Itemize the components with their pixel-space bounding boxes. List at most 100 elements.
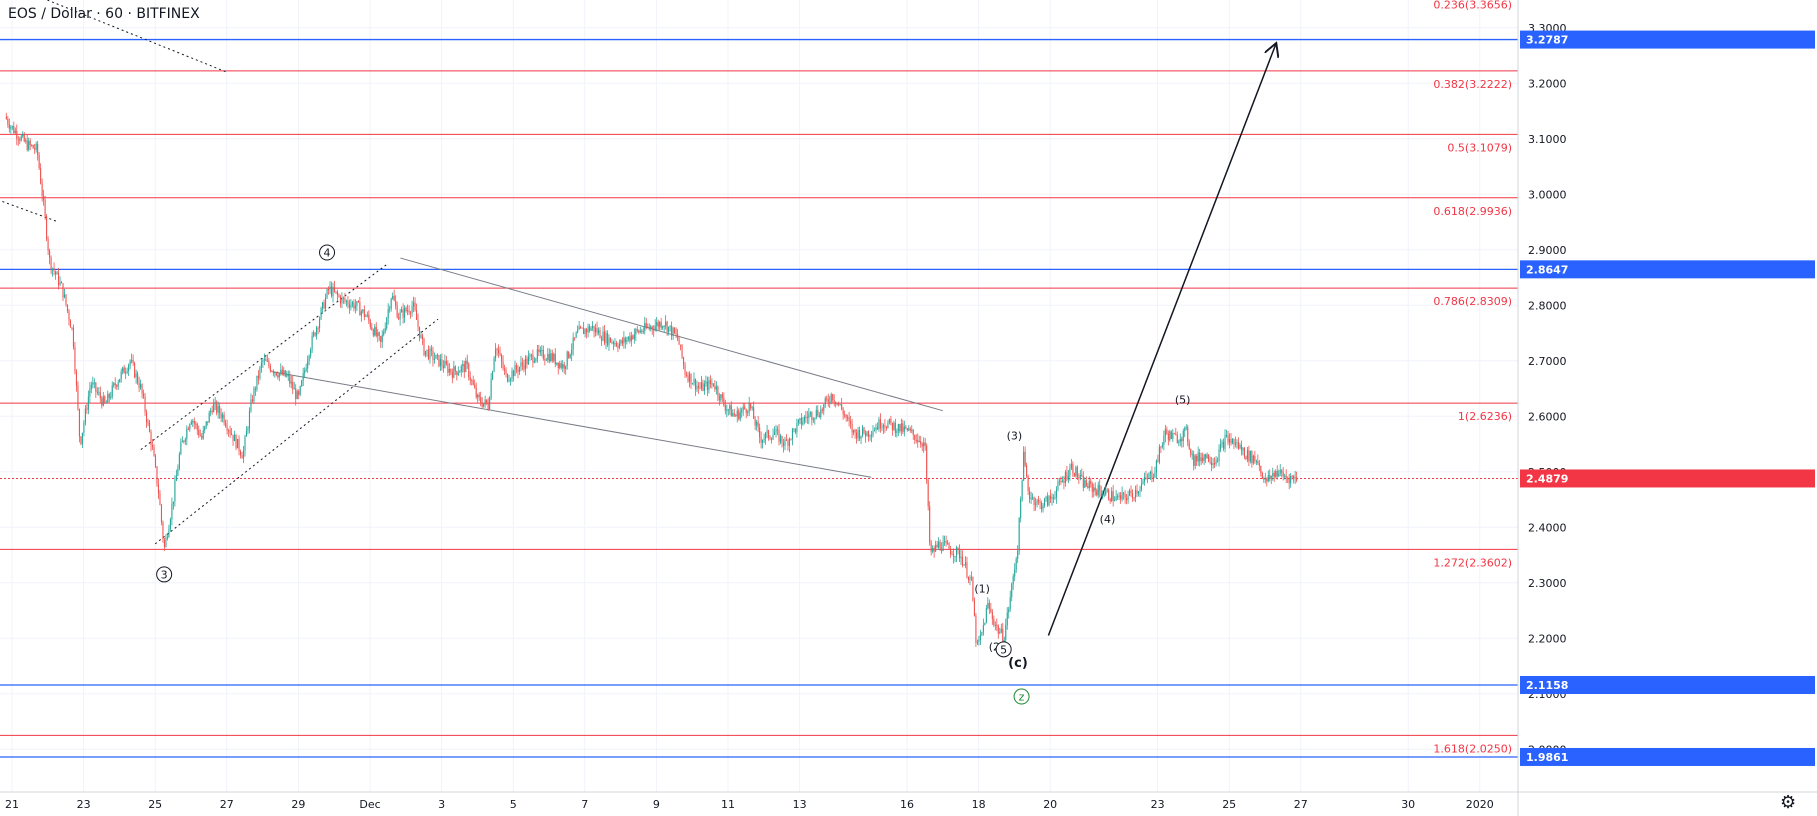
time-tick-label: 29 (291, 798, 305, 811)
candle-body (1296, 477, 1298, 481)
candle-body (1051, 497, 1053, 500)
candle-body (826, 398, 828, 400)
candle-body (411, 306, 413, 313)
candle-body (138, 382, 140, 389)
candle-body (1273, 472, 1275, 478)
candle-body (866, 431, 868, 437)
candle-body (911, 429, 913, 431)
candle-body (1131, 492, 1134, 498)
candle-body (635, 329, 637, 335)
candle-body (818, 415, 820, 418)
time-tick-label: 23 (1151, 798, 1165, 811)
trendline (154, 318, 439, 545)
candle-body (1288, 478, 1290, 484)
candle-body (281, 369, 283, 375)
trendline (140, 263, 389, 450)
candle-body (44, 200, 46, 217)
candle-body (399, 312, 401, 320)
candle-body (1164, 429, 1166, 436)
candle-body (444, 360, 446, 368)
candle-body (738, 410, 740, 420)
candle-body (108, 393, 110, 398)
candle-body (741, 410, 743, 413)
candle-body (748, 402, 750, 413)
time-tick-label: Dec (359, 798, 380, 811)
candle-body (474, 384, 476, 388)
candle-body (390, 298, 392, 309)
candle-body (160, 504, 163, 523)
candle-body (226, 426, 228, 431)
candle-body (677, 334, 679, 339)
candle-body (647, 326, 649, 328)
candle-body (759, 427, 761, 438)
price-tick-label: 3.2000 (1528, 77, 1567, 90)
candle-body (529, 355, 531, 357)
candle-body (16, 130, 18, 139)
candle-body (1284, 475, 1286, 477)
candle-body (1043, 499, 1046, 506)
candle-body (596, 327, 598, 334)
candle-body (872, 431, 874, 436)
gear-icon[interactable]: ⚙ (1780, 792, 1797, 813)
candle-body (269, 365, 271, 372)
candle-body (37, 143, 39, 155)
candle-body (827, 399, 829, 403)
candle-body (577, 329, 579, 333)
candle-body (1084, 480, 1086, 488)
candle-body (5, 116, 7, 119)
candle-body (1249, 451, 1251, 462)
candle-body (1038, 500, 1040, 502)
candle-body (280, 369, 282, 373)
candle-body (63, 294, 66, 298)
candle-body (527, 356, 529, 365)
candle-body (726, 409, 728, 411)
candle-body (1185, 427, 1187, 429)
candle-body (1139, 489, 1141, 492)
candle-body (1029, 490, 1031, 500)
candle-body (357, 301, 359, 303)
candle-body (736, 410, 738, 417)
candle-body (447, 364, 449, 373)
candle-body (902, 423, 904, 432)
candle-body (621, 340, 623, 344)
candle-body (750, 402, 752, 409)
candle-body (174, 480, 176, 502)
candle-body (550, 353, 552, 362)
candle-body (1140, 484, 1143, 490)
candle-body (254, 388, 256, 390)
candle-body (1087, 486, 1089, 489)
candle-body (257, 375, 259, 379)
candle-body (407, 310, 409, 312)
candle-body (836, 402, 838, 405)
candle-body (1281, 470, 1283, 473)
candle-body (1291, 476, 1293, 478)
candle-body (393, 295, 395, 301)
candle-body (805, 416, 807, 418)
candle-body (166, 537, 168, 539)
price-tick-label: 2.7000 (1528, 355, 1567, 368)
candle-body (1197, 452, 1199, 462)
candle-body (1093, 487, 1095, 492)
candle-body (648, 326, 650, 329)
candle-body (1212, 463, 1214, 465)
candle-body (1270, 476, 1272, 480)
candle-body (1158, 446, 1160, 462)
candle-body (93, 382, 95, 384)
candle-body (1058, 480, 1060, 482)
candle-body (1222, 442, 1225, 449)
candle-body (427, 349, 430, 359)
candle-body (1121, 492, 1123, 500)
candle-body (859, 429, 861, 439)
candle-body (1072, 463, 1074, 474)
candle-body (175, 475, 177, 481)
candle-body (1039, 501, 1041, 503)
candle-body (171, 504, 173, 520)
candle-body (955, 547, 958, 557)
candle-body (924, 442, 926, 446)
time-axis[interactable]: 21 23 25 27 29 Dec 3 5 7 9 11 13 16 18 20 23 25 27 30 2020 (0, 791, 1817, 811)
candle-body (339, 296, 342, 304)
price-axis[interactable]: 3.30003.20003.10003.00002.90002.80002.70… (1517, 0, 1817, 816)
candle-body (720, 394, 722, 401)
candle-body (475, 387, 477, 398)
